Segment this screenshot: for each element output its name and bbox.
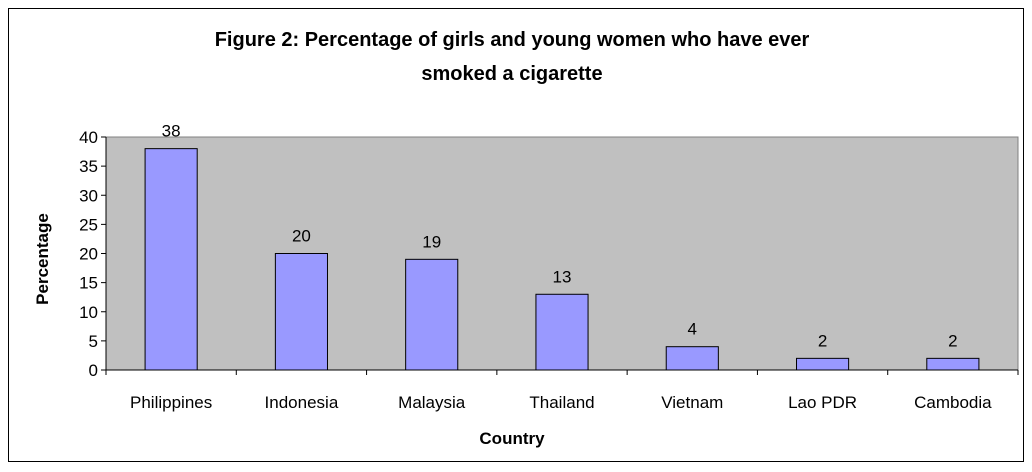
- data-label: 2: [818, 331, 827, 350]
- x-tick-label: Malaysia: [398, 393, 466, 412]
- x-tick-label: Indonesia: [265, 393, 339, 412]
- x-tick-label: Philippines: [130, 393, 212, 412]
- y-axis-title: Percentage: [33, 213, 52, 305]
- y-tick-label: 25: [79, 215, 98, 234]
- bar: [144, 148, 198, 371]
- bar: [274, 253, 328, 371]
- bar-series: 38 20 19 13 4 2 2: [144, 122, 980, 371]
- y-tick-label: 0: [89, 361, 98, 380]
- bar: [796, 357, 850, 371]
- bar: [926, 357, 980, 371]
- y-tick-label: 20: [79, 245, 98, 264]
- data-label: 4: [688, 320, 697, 339]
- x-tick-label: Cambodia: [914, 393, 992, 412]
- data-label: 20: [292, 227, 311, 246]
- x-tick-label: Thailand: [529, 393, 594, 412]
- y-tick-label: 40: [79, 128, 98, 147]
- y-tick-label: 15: [79, 274, 98, 293]
- x-tick-label: Lao PDR: [788, 393, 857, 412]
- data-label: 2: [948, 331, 957, 350]
- data-label: 13: [553, 267, 572, 286]
- x-axis-title: Country: [479, 429, 545, 448]
- bar: [535, 293, 589, 371]
- bar: [405, 258, 459, 371]
- y-tick-label: 35: [79, 157, 98, 176]
- data-label: 19: [422, 232, 441, 251]
- chart-title-line-2: smoked a cigarette: [421, 63, 602, 85]
- y-tick-label: 5: [89, 332, 98, 351]
- x-axis: Philippines Indonesia Malaysia Thailand Viet…: [105, 369, 1019, 412]
- data-label: 38: [162, 122, 181, 141]
- chart-title-line-1: Figure 2: Percentage of girls and young …: [215, 29, 810, 51]
- y-axis: 0 5 10 15 20 25 30 35 40: [79, 128, 107, 380]
- y-tick-label: 10: [79, 303, 98, 322]
- bar: [665, 346, 719, 371]
- y-tick-label: 30: [79, 186, 98, 205]
- x-tick-label: Vietnam: [661, 393, 723, 412]
